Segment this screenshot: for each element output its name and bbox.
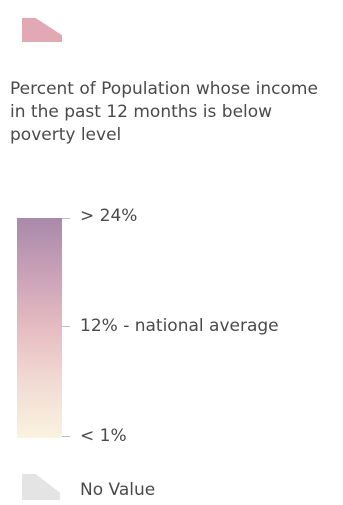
tick-min: [62, 436, 70, 437]
label-min: < 1%: [80, 426, 127, 446]
label-national-average: 12% - national average: [80, 316, 279, 336]
no-value-swatch: [22, 474, 60, 500]
label-max: > 24%: [80, 206, 138, 226]
legend-title: Percent of Population whose income in th…: [10, 79, 318, 145]
tick-max: [62, 218, 70, 219]
tick-mid: [62, 326, 70, 327]
no-value-label: No Value: [80, 480, 156, 500]
color-ramp: [17, 218, 62, 438]
layer-swatch: [22, 18, 62, 42]
